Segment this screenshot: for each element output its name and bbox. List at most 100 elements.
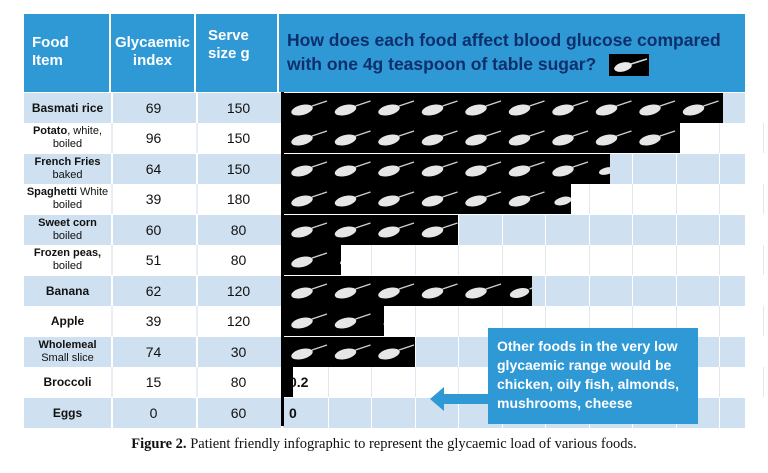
column-divider <box>196 306 198 337</box>
glycaemic-load-value: 0.2 <box>283 367 327 397</box>
column-divider <box>196 275 198 306</box>
serve-size-value-text: 60 <box>230 404 247 421</box>
grid-line <box>588 275 590 306</box>
column-divider <box>111 367 113 398</box>
teaspoon-icon <box>554 196 572 206</box>
header-question-line1: How does each food affect blood glucose … <box>287 30 721 50</box>
serve-size-value-text: 80 <box>230 221 247 238</box>
serve-size-value-text: 30 <box>230 343 247 360</box>
food-name-cell: Basmati rice <box>24 93 111 123</box>
teaspoon-icon <box>378 222 415 238</box>
teaspoon-icon <box>378 161 415 177</box>
food-name-cell: Wholemeal Small slice <box>24 337 111 367</box>
grid-line <box>762 245 764 276</box>
grid-line <box>458 245 459 276</box>
callout-line4: mushrooms, cheese <box>497 395 633 411</box>
grid-line <box>588 214 590 245</box>
grid-line <box>458 306 459 337</box>
callout-line1: Other foods in the very low <box>497 338 678 354</box>
serve-size-value: 120 <box>196 306 281 336</box>
grid-line <box>762 275 764 306</box>
grid-line <box>632 153 633 184</box>
teaspoon-icon <box>334 161 371 177</box>
glycaemic-load-bar <box>284 245 341 276</box>
teaspoon-icon <box>291 191 328 207</box>
grid-line <box>632 245 633 276</box>
caption-label: Figure 2. <box>131 436 187 452</box>
teaspoon-icon <box>552 161 589 177</box>
column-divider <box>111 153 113 184</box>
column-divider <box>196 397 198 428</box>
figure-caption: Figure 2. Patient friendly infographic t… <box>0 436 768 453</box>
food-name: Banana <box>45 283 90 298</box>
grid-line <box>458 367 459 398</box>
grid-line <box>675 306 677 337</box>
food-name-cell: Sweet corn boiled <box>24 215 111 245</box>
column-divider <box>111 245 113 276</box>
serve-size-value: 150 <box>196 93 281 123</box>
serve-size-value: 80 <box>196 367 281 397</box>
glycaemic-load-bar <box>284 93 724 123</box>
serve-size-value: 80 <box>196 215 281 245</box>
food-name-text: Spaghetti <box>26 186 77 199</box>
grid-line <box>414 397 416 428</box>
teaspoons-graphic <box>291 343 415 360</box>
grid-line <box>588 184 590 215</box>
column-divider <box>196 93 198 123</box>
teaspoon-icon <box>508 161 545 177</box>
grid-line <box>719 306 720 337</box>
grid-line <box>719 367 720 398</box>
food-preparation: boiled <box>52 260 83 273</box>
glycaemic-load-bar <box>284 153 611 184</box>
grid-line <box>675 184 677 215</box>
food-name-cell: Frozen peas, boiled <box>24 245 111 275</box>
load-axis-line <box>281 92 284 426</box>
grid-line <box>371 397 372 428</box>
teaspoon-icon <box>421 100 458 116</box>
grid-line <box>414 245 416 276</box>
column-divider <box>111 397 113 428</box>
grid-line <box>588 306 590 337</box>
teaspoon-icon <box>421 161 458 177</box>
grid-line <box>458 397 459 428</box>
food-name-cell: Banana <box>24 276 111 306</box>
serve-size-value-text: 150 <box>226 100 251 116</box>
teaspoon-icon <box>340 259 341 266</box>
food-name: Eggs <box>52 405 83 420</box>
teaspoon-icon <box>465 283 502 299</box>
teaspoon-icon <box>508 130 545 146</box>
teaspoon-icon <box>639 130 676 146</box>
teaspoon-icon <box>291 161 328 177</box>
teaspoon-icon <box>378 100 415 116</box>
teaspoon-icon <box>378 343 415 360</box>
teaspoon-icon <box>334 283 371 299</box>
teaspoon-icon <box>421 130 458 146</box>
glycaemic-load-bar <box>284 214 458 245</box>
column-divider <box>196 336 198 367</box>
column-divider <box>111 336 113 367</box>
grid-line <box>762 123 764 154</box>
food-name: Frozen peas, <box>34 247 101 260</box>
grid-line <box>632 306 633 337</box>
serve-size-value: 60 <box>196 398 281 428</box>
glycaemic-index-value: 64 <box>111 154 196 184</box>
grid-line <box>327 367 329 398</box>
glycaemic-load-bar <box>284 184 572 215</box>
teaspoons-graphic <box>291 100 719 116</box>
teaspoon-icon <box>291 343 328 360</box>
header-serve-line2: size g <box>208 45 250 62</box>
glycaemic-index-value: 60 <box>111 215 196 245</box>
glycaemic-index-value-text: 15 <box>145 374 162 391</box>
glycaemic-index-value-text: 51 <box>145 252 162 269</box>
column-divider <box>196 153 198 184</box>
header-food-line1: Food <box>32 34 69 51</box>
food-name: French Fries <box>34 156 100 169</box>
teaspoon-icon <box>421 191 458 207</box>
header-question: How does each food affect blood glucose … <box>281 14 745 92</box>
grid-line <box>675 245 677 276</box>
table-row: Spaghetti Whiteboiled391806.6 <box>24 184 764 215</box>
header-serve-line1: Serve <box>208 27 249 44</box>
food-preparation: Small slice <box>41 351 94 364</box>
teaspoon-icon <box>334 100 371 116</box>
glycaemic-index-value-text: 64 <box>145 160 162 177</box>
